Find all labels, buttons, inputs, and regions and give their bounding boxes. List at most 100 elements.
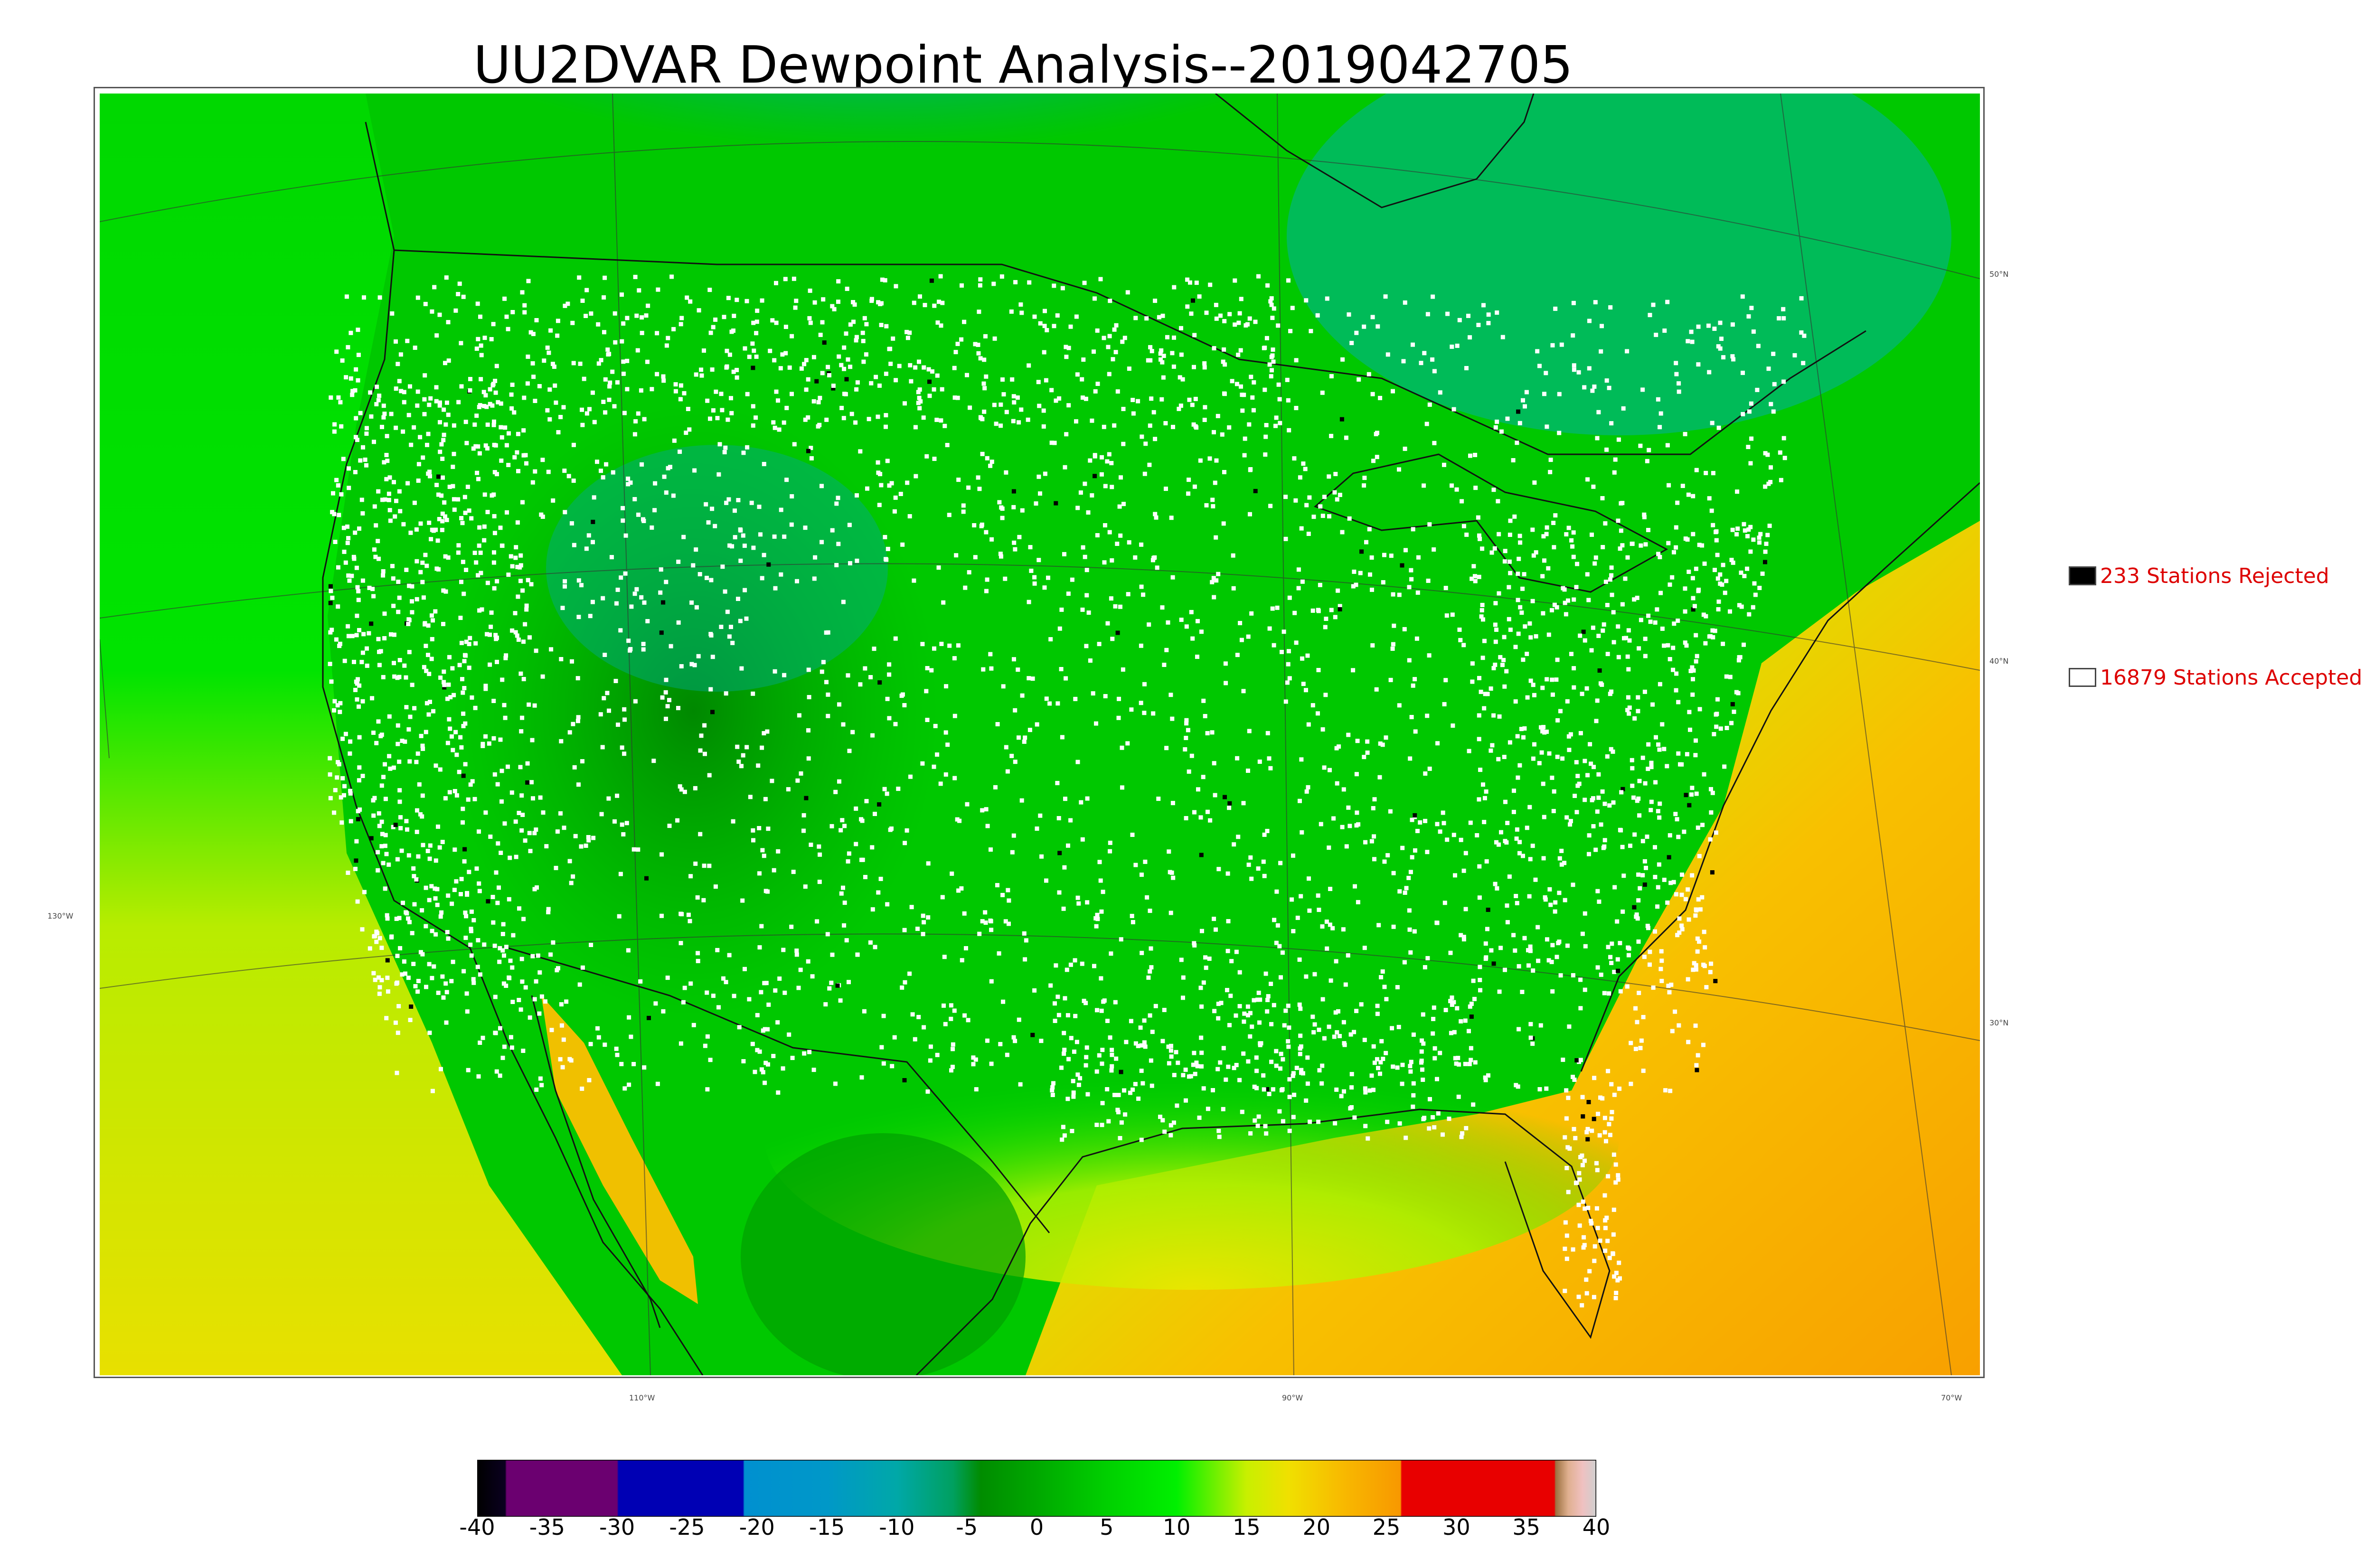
station-accepted-marker: [510, 564, 515, 569]
station-accepted-marker: [707, 288, 712, 292]
station-accepted-marker: [1328, 887, 1333, 891]
station-accepted-marker: [530, 361, 535, 366]
station-accepted-marker: [1700, 543, 1705, 548]
station-accepted-marker: [885, 902, 890, 907]
station-accepted-marker: [1028, 545, 1033, 550]
station-accepted-marker: [851, 300, 856, 304]
station-accepted-marker: [1390, 1026, 1394, 1031]
station-accepted-marker: [601, 400, 606, 404]
station-accepted-marker: [1318, 504, 1323, 509]
station-accepted-marker: [1493, 882, 1498, 886]
station-accepted-marker: [1168, 1048, 1173, 1053]
station-accepted-marker: [1162, 1008, 1167, 1012]
station-accepted-marker: [533, 469, 537, 474]
station-accepted-marker: [1084, 1055, 1089, 1060]
station-accepted-marker: [488, 835, 493, 839]
station-accepted-marker: [1522, 726, 1527, 731]
station-accepted-marker: [506, 573, 511, 577]
station-accepted-marker: [1659, 958, 1664, 963]
station-accepted-marker: [1116, 1093, 1121, 1098]
station-accepted-marker: [524, 607, 529, 612]
station-accepted-marker: [383, 844, 387, 848]
station-accepted-marker: [1265, 829, 1270, 833]
station-accepted-marker: [415, 559, 419, 563]
station-accepted-marker: [353, 435, 358, 440]
station-accepted-marker: [939, 418, 943, 423]
station-accepted-marker: [741, 1059, 746, 1063]
station-accepted-marker: [675, 818, 680, 823]
station-accepted-marker: [1079, 800, 1083, 805]
station-accepted-marker: [412, 874, 416, 879]
station-accepted-marker: [1351, 668, 1356, 673]
station-accepted-marker: [516, 594, 520, 599]
station-accepted-marker: [461, 690, 465, 695]
station-accepted-marker: [772, 868, 776, 873]
station-accepted-marker: [1265, 283, 1270, 288]
station-accepted-marker: [1478, 988, 1482, 993]
station-accepted-marker: [515, 450, 519, 455]
station-accepted-marker: [1253, 319, 1258, 324]
station-accepted-marker: [416, 479, 421, 483]
station-accepted-marker: [984, 807, 989, 812]
station-accepted-marker: [905, 480, 910, 485]
station-accepted-marker: [848, 365, 853, 369]
station-accepted-marker: [821, 297, 826, 302]
station-accepted-marker: [967, 570, 971, 574]
station-accepted-marker: [1121, 441, 1126, 446]
station-accepted-marker: [1370, 643, 1375, 648]
station-accepted-marker: [485, 446, 490, 451]
station-accepted-marker: [861, 359, 866, 364]
station-accepted-marker: [1348, 1032, 1353, 1037]
station-accepted-marker: [632, 592, 637, 596]
station-accepted-marker: [1029, 568, 1034, 573]
station-accepted-marker: [377, 975, 381, 980]
station-accepted-marker: [726, 497, 731, 502]
station-accepted-marker: [577, 275, 582, 280]
station-accepted-marker: [1694, 738, 1698, 743]
station-accepted-marker: [774, 281, 778, 285]
station-accepted-marker: [1105, 459, 1110, 464]
station-accepted-marker: [1749, 401, 1753, 406]
station-accepted-marker: [429, 537, 433, 542]
station-accepted-marker: [885, 791, 889, 796]
station-accepted-marker: [515, 564, 520, 569]
station-accepted-marker: [1080, 837, 1085, 842]
station-accepted-marker: [789, 522, 794, 527]
station-accepted-marker: [423, 301, 428, 306]
station-accepted-marker: [1596, 410, 1601, 414]
station-accepted-marker: [502, 703, 507, 707]
station-accepted-marker: [757, 505, 762, 509]
station-accepted-marker: [922, 365, 926, 370]
station-accepted-marker: [1569, 652, 1573, 657]
station-accepted-marker: [356, 328, 360, 332]
station-accepted-marker: [1115, 1108, 1120, 1112]
station-accepted-marker: [1370, 587, 1374, 592]
station-accepted-marker: [691, 563, 696, 568]
station-accepted-marker: [620, 292, 624, 297]
station-accepted-marker: [613, 679, 618, 683]
station-accepted-marker: [1248, 1131, 1253, 1136]
station-accepted-marker: [563, 510, 567, 515]
station-accepted-marker: [342, 793, 346, 798]
station-accepted-marker: [372, 440, 376, 444]
station-accepted-marker: [1375, 1012, 1380, 1016]
station-accepted-marker: [371, 971, 376, 976]
station-accepted-marker: [818, 852, 822, 857]
station-accepted-marker: [902, 703, 907, 707]
station-accepted-marker: [440, 519, 445, 524]
station-accepted-marker: [357, 704, 361, 709]
station-accepted-marker: [562, 826, 566, 830]
us-canada-border: [394, 249, 1866, 455]
station-accepted-marker: [1214, 927, 1218, 932]
station-accepted-marker: [576, 715, 581, 720]
station-accepted-marker: [1109, 461, 1114, 465]
station-accepted-marker: [1084, 1045, 1089, 1050]
station-accepted-marker: [1516, 572, 1520, 576]
station-accepted-marker: [441, 588, 446, 593]
station-accepted-marker: [1011, 419, 1016, 423]
station-accepted-marker: [1648, 620, 1653, 624]
station-accepted-marker: [997, 500, 1002, 505]
station-accepted-marker: [1062, 1133, 1067, 1138]
station-accepted-marker: [1713, 629, 1717, 633]
station-accepted-marker: [346, 573, 351, 578]
